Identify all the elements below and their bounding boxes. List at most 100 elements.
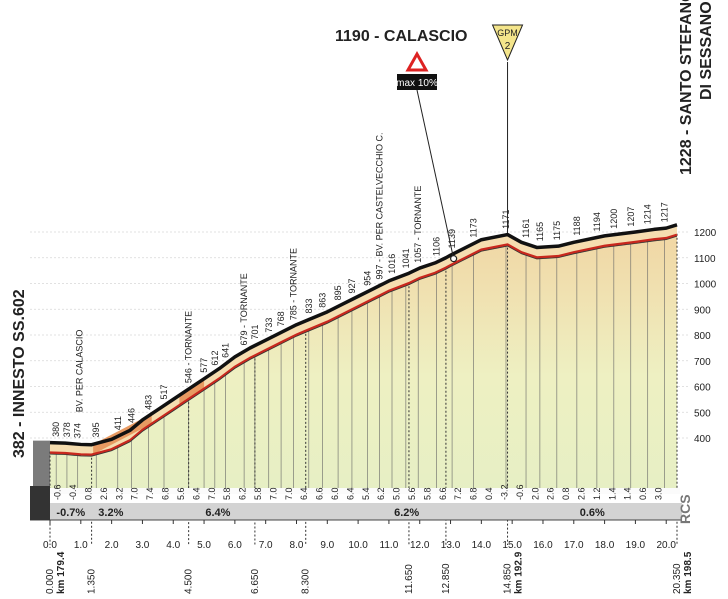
km-gradient-label: 5.6 <box>176 487 186 500</box>
road-band <box>49 223 678 457</box>
special-labels: 382 - INNESTO SS.602 1228 - SANTO STEFAN… <box>11 0 715 524</box>
km-gradient-label: -0.4 <box>68 484 78 500</box>
elevation-label: 546 - TORNANTE <box>184 311 194 383</box>
profile-area <box>33 232 677 518</box>
x-tick-label: 17.0 <box>564 540 584 551</box>
y-tick-label: 500 <box>694 408 711 419</box>
x-tick-label: 12.0 <box>410 540 430 551</box>
elevation-label: 1041 <box>401 248 411 268</box>
x-tick-label: 18.0 <box>595 540 615 551</box>
km-gradient-label: 2.0 <box>530 487 540 500</box>
milestone-label: 20.350 <box>672 563 683 594</box>
km-gradient-label: 6.0 <box>330 487 340 500</box>
km-gradient-label: -0.6 <box>515 484 525 500</box>
elevation-label: 679 - TORNANTE <box>239 273 249 345</box>
x-tick-label: 16.0 <box>533 540 553 551</box>
y-tick-label: 700 <box>694 357 711 368</box>
x-tick-label: 11.0 <box>380 540 399 551</box>
milestone-label: 1.350 <box>87 569 98 594</box>
km-gradient-label: 1.2 <box>592 487 602 500</box>
gpm-category: 2 <box>505 41 511 52</box>
x-tick-label: 9.0 <box>320 540 334 551</box>
y-tick-label: 1000 <box>694 280 717 291</box>
km-gradient-label: -3.2 <box>499 484 509 500</box>
km-gradient-label: 1.4 <box>623 487 633 500</box>
km-gradient-label: 1.4 <box>607 487 617 500</box>
y-axis: 1200 1100 1000 900 800 700 600 500 400 <box>694 228 717 445</box>
band-top <box>30 488 680 494</box>
race-km-label: km 198.5 <box>683 551 694 594</box>
max-gradient-box <box>397 74 437 90</box>
km-gradient-label: 7.0 <box>284 487 294 500</box>
elevation-label: 517 <box>159 385 169 400</box>
gradient-row <box>30 494 680 505</box>
km-gradient-label: 2.6 <box>99 487 109 500</box>
gpm-text: GPM <box>497 28 518 38</box>
elevation-drop-lines <box>49 62 678 545</box>
y-tick-label: 800 <box>694 331 711 342</box>
x-tick-label: 14.0 <box>472 540 492 551</box>
segment-gradient-label: 0.6% <box>580 507 605 519</box>
elevation-label: 863 <box>318 293 328 308</box>
segment-gradient-label: 6.2% <box>394 507 419 519</box>
elevation-label: 380 <box>51 422 61 437</box>
segment-gradient-label: 3.2% <box>98 507 123 519</box>
road-red-edge <box>49 233 678 456</box>
x-tick-label: 0.0 <box>43 540 57 551</box>
milestone-label: 12.850 <box>441 563 452 594</box>
elevation-label: 1207 <box>626 207 636 227</box>
elevation-label: 378 <box>62 422 72 437</box>
km-gradient-label: 3.0 <box>654 487 664 500</box>
x-axis: 0.0 1.0 2.0 3.0 4.0 5.0 6.0 7.0 8.0 9.0 10.0 11.0 12… <box>43 520 694 594</box>
km-gradient-label: 7.0 <box>130 487 140 500</box>
elevation-label: 612 <box>210 351 220 366</box>
elevation-label: 1214 <box>643 204 653 224</box>
km-gradient-label: 7.0 <box>268 487 278 500</box>
max-gradient-pointer <box>416 89 455 259</box>
max-gradient-label: max 10% <box>396 78 438 89</box>
road-bottom-line <box>49 235 678 457</box>
elevation-label: 997 - BV. PER CASTELVECCHIO C. <box>375 132 385 279</box>
milestone-label: 0.000 <box>45 569 56 594</box>
x-tick-label: 5.0 <box>197 540 211 551</box>
x-tick-label: 4.0 <box>166 540 180 551</box>
elevation-label: 1171 <box>501 210 511 229</box>
elevation-label: 1188 <box>572 216 582 235</box>
elevation-labels: 380 378 374 395 411 446 483 517 546 - TORNANTE 57… <box>51 132 670 438</box>
km-gradient-label: 0.8 <box>84 487 94 500</box>
milestone-label: 4.500 <box>184 569 195 594</box>
race-km-label: km 192.9 <box>514 551 525 594</box>
elevation-label: 895 <box>333 285 343 300</box>
km-gradient-label: 7.4 <box>145 487 155 500</box>
junction-label: BV. PER CALASCIO <box>74 330 84 413</box>
elevation-label: 1175 <box>552 221 562 240</box>
elevation-label: 1057 - TORNANTE <box>413 186 423 263</box>
max-gradient-dot <box>450 255 458 263</box>
x-tick-label: 15.0 <box>502 540 522 551</box>
km-gradient-label: -0.6 <box>53 484 63 500</box>
steep-section <box>179 378 205 406</box>
finish-label-line2: DI SESSANO <box>698 1 715 100</box>
km-gradient-label: 6.8 <box>161 487 171 500</box>
x-tick-label: 20.0 <box>656 540 676 551</box>
y-tick-label: 400 <box>694 434 711 445</box>
elevation-label: 411 <box>113 416 123 430</box>
summit-label: 1190 - CALASCIO <box>335 28 467 45</box>
km-gradient-label: 6.4 <box>191 487 201 500</box>
y-tick-label: 1200 <box>694 228 717 239</box>
race-km-label: km 179.4 <box>56 551 67 594</box>
km-gradient-label: 5.8 <box>222 487 232 500</box>
milestone-label: 11.650 <box>404 564 415 594</box>
elevation-label: 833 <box>304 299 314 314</box>
x-tick-label: 10.0 <box>348 540 368 551</box>
km-gradient-label: 6.2 <box>238 487 248 500</box>
x-tick-label: 1.0 <box>74 540 88 551</box>
km-gradient-label: 6.4 <box>345 487 355 500</box>
km-gradient-label: 5.0 <box>392 487 402 500</box>
elevation-label: 483 <box>144 395 154 410</box>
elevation-label: 1173 <box>469 218 479 237</box>
segment-row <box>30 503 682 520</box>
elevation-label: 768 <box>276 311 286 326</box>
km-gradient-label: 6.2 <box>376 487 386 500</box>
elevation-label: 733 <box>264 318 274 333</box>
